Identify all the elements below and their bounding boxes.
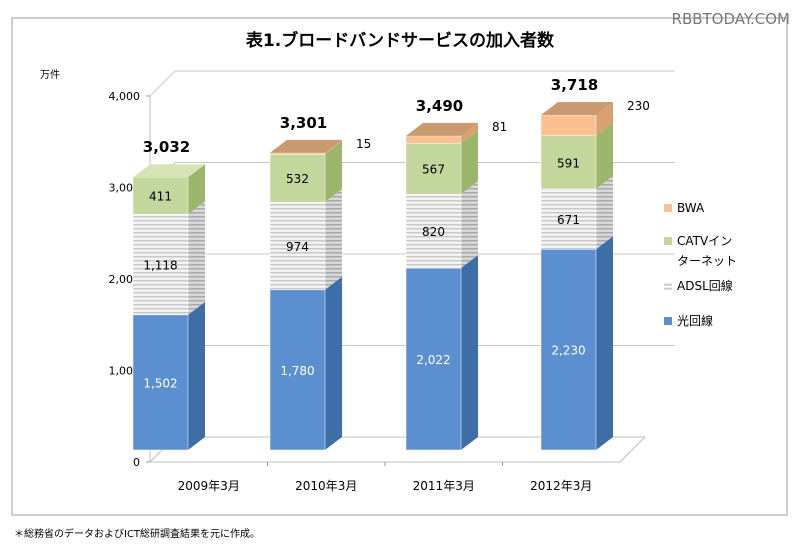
data-label: 1,780 bbox=[280, 364, 314, 378]
bar-top bbox=[541, 102, 613, 116]
legend-swatch bbox=[664, 237, 672, 245]
data-label: 15 bbox=[356, 137, 371, 151]
floor-front-line bbox=[150, 436, 646, 463]
bar-side-0 bbox=[461, 255, 478, 450]
bar-segment bbox=[269, 201, 326, 291]
legend-label: ADSL回線 bbox=[677, 278, 733, 293]
bar-side-1 bbox=[596, 175, 613, 250]
y-tick-label: 4,000 bbox=[109, 90, 141, 103]
data-label: 2,230 bbox=[551, 344, 585, 358]
bar-side-1 bbox=[325, 189, 342, 290]
y-tick-label: 1,000 bbox=[109, 365, 141, 378]
bar-side-0 bbox=[325, 276, 342, 450]
total-label: 3,301 bbox=[280, 114, 327, 132]
y-tick-label: 0 bbox=[133, 456, 140, 469]
bar-side-2 bbox=[461, 130, 478, 195]
bar-side-3 bbox=[461, 122, 478, 144]
legend-item-1: ADSL回線 bbox=[664, 278, 733, 293]
x-tick-label: 2011年3月 bbox=[413, 479, 475, 493]
x-tick-label: 2009年3月 bbox=[178, 479, 240, 493]
bar-segment bbox=[405, 267, 462, 451]
legend-label-cont: ターネット bbox=[677, 254, 737, 268]
x-tick-label: 2012年3月 bbox=[530, 479, 592, 493]
legend-swatch bbox=[664, 204, 672, 212]
bar-segment bbox=[405, 135, 462, 144]
bar-segment bbox=[269, 154, 326, 203]
data-label: 411 bbox=[149, 190, 172, 204]
bar-segment bbox=[132, 176, 189, 215]
total-label: 3,032 bbox=[143, 138, 190, 156]
chart-title: 表1.ブロードバンドサービスの加入者数 bbox=[246, 30, 555, 51]
bar-side-3 bbox=[596, 102, 613, 136]
data-label: 81 bbox=[492, 120, 507, 134]
bar-segment bbox=[405, 142, 462, 195]
bar-top bbox=[133, 164, 205, 178]
y-axis-unit: 万件 bbox=[40, 69, 60, 81]
bar-stack-2: 2,022 820 567 81 3,490 2011年3月 bbox=[405, 97, 507, 493]
total-label: 3,490 bbox=[416, 97, 463, 115]
bar-side-1 bbox=[461, 181, 478, 269]
bar-top bbox=[406, 122, 478, 136]
total-label: 3,718 bbox=[551, 76, 598, 94]
data-label: 1,118 bbox=[143, 259, 177, 273]
bar-segment bbox=[269, 152, 326, 155]
bar-segment bbox=[540, 188, 597, 250]
bar-segment bbox=[132, 213, 189, 316]
bar-segment bbox=[269, 289, 326, 451]
legend-swatch bbox=[664, 317, 672, 325]
data-label: 671 bbox=[557, 213, 580, 227]
x-tick-label: 2010年3月 bbox=[295, 479, 357, 493]
data-label: 974 bbox=[286, 240, 309, 254]
bar-segment bbox=[540, 249, 597, 451]
legend-swatch bbox=[664, 282, 672, 290]
data-label: 230 bbox=[627, 99, 650, 113]
data-label: 532 bbox=[286, 172, 309, 186]
bar-stack-3: 2,230 671 591 230 3,718 2012年3月 bbox=[530, 76, 650, 493]
y-tick-label: 3,000 bbox=[109, 182, 141, 195]
bar-side-2 bbox=[325, 141, 342, 203]
bar-side-0 bbox=[188, 301, 205, 450]
bar-side-0 bbox=[596, 236, 613, 450]
gridline bbox=[149, 70, 675, 97]
data-label: 820 bbox=[422, 225, 445, 239]
bar-side-3 bbox=[325, 139, 342, 155]
data-label: 1,502 bbox=[143, 376, 177, 390]
bar-segment bbox=[540, 114, 597, 136]
bar-segment bbox=[405, 193, 462, 269]
bar-side-2 bbox=[596, 122, 613, 189]
bar-side-1 bbox=[188, 201, 205, 315]
legend-label: CATVイン bbox=[677, 234, 732, 248]
bar-top bbox=[270, 139, 342, 153]
bar-segment bbox=[132, 314, 189, 451]
footnote: ＊総務省のデータおよびICT総研調査結果を元に作成。 bbox=[14, 527, 260, 540]
legend-item-0: 光回線 bbox=[664, 313, 713, 328]
bar-side-2 bbox=[188, 164, 205, 215]
data-label: 591 bbox=[557, 156, 580, 170]
data-label: 2,022 bbox=[416, 353, 450, 367]
bar-stack-1: 1,780 974 532 15 3,301 2010年3月 bbox=[269, 114, 371, 493]
y-tick-label: 2,000 bbox=[109, 273, 141, 286]
watermark: RBBTODAY.COM bbox=[672, 10, 790, 28]
legend-label: 光回線 bbox=[677, 313, 713, 328]
data-label: 567 bbox=[422, 163, 445, 177]
legend-item-3: BWA bbox=[664, 201, 705, 215]
legend-label: BWA bbox=[677, 201, 705, 215]
bar-stack-0: 1,502 1,118 411 3,032 2009年3月 bbox=[132, 138, 240, 493]
